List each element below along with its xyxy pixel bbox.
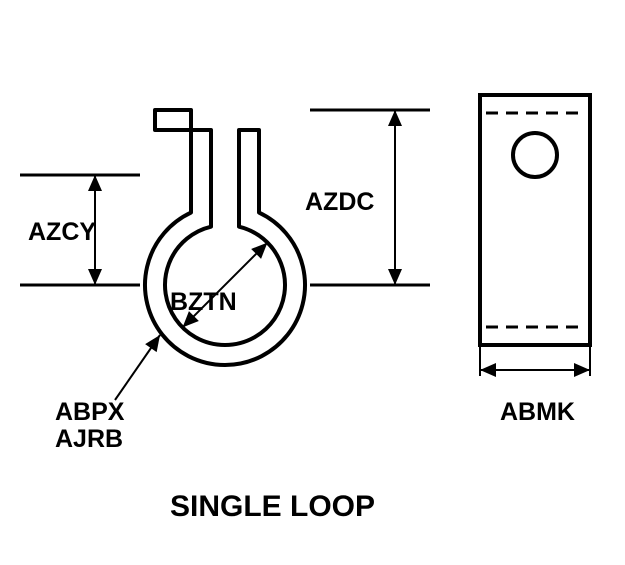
diagram-title: SINGLE LOOP — [170, 490, 375, 524]
label-azcy: AZCY — [28, 218, 96, 247]
label-bztn: BZTN — [170, 288, 237, 317]
label-ajrb: AJRB — [55, 425, 123, 454]
label-azdc: AZDC — [305, 188, 374, 217]
diagram-canvas: AZCY AZDC BZTN ABPX AJRB ABMK SINGLE LOO… — [0, 0, 625, 565]
diagram-svg — [0, 0, 625, 565]
label-abmk: ABMK — [500, 398, 575, 427]
label-abpx: ABPX — [55, 398, 124, 427]
